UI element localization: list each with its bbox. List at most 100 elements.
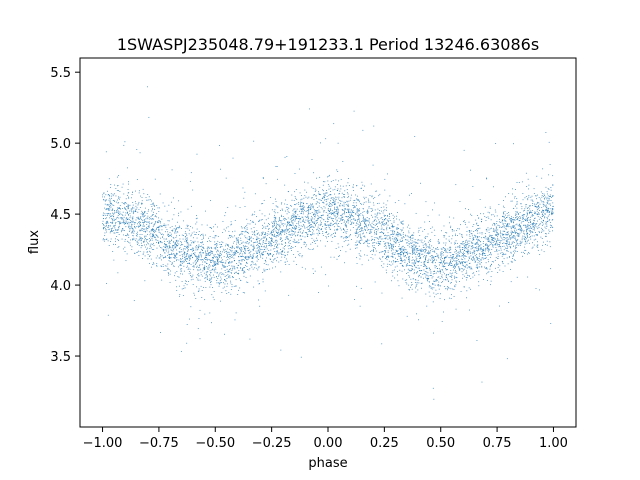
data-point [537,244,539,246]
data-point [517,242,518,244]
data-point [305,219,307,221]
data-point [132,218,134,220]
data-point [513,259,515,261]
data-point [474,244,476,246]
data-point [139,223,141,225]
data-point [224,251,225,253]
data-point [363,242,364,244]
data-point [198,275,200,277]
data-point [154,216,156,217]
data-point [216,256,218,258]
data-point [153,224,155,225]
data-point [262,242,264,243]
data-point [217,260,218,262]
data-point [519,228,521,230]
data-point [424,249,426,250]
data-point [274,241,276,243]
data-point [425,260,427,262]
data-point [502,223,504,225]
data-point [127,219,128,220]
data-point [345,185,347,187]
data-point [291,217,293,219]
data-point [498,249,500,251]
data-point [547,218,548,220]
data-point [538,197,540,198]
data-point [400,251,401,253]
data-point [469,266,470,268]
data-point [421,270,423,272]
data-point [265,183,267,185]
data-point [490,219,492,221]
data-point [192,274,194,276]
data-point [510,246,512,248]
data-point [300,203,301,205]
data-point [551,208,553,210]
data-point [158,227,160,229]
data-point [544,195,545,196]
data-point [293,200,295,201]
data-point [310,209,312,211]
data-point [345,225,347,227]
data-point [251,264,253,266]
data-point [227,226,229,228]
data-point [515,232,517,233]
data-point [175,256,176,257]
data-point [148,221,150,223]
data-point [552,226,554,228]
data-point [313,199,315,200]
data-point [494,238,496,240]
data-point [521,241,523,243]
data-point [351,212,353,214]
data-point [289,245,290,246]
data-point [506,217,508,218]
data-point [518,181,520,183]
data-point [527,219,529,221]
data-point [127,234,128,236]
data-point [252,238,254,240]
data-point [452,235,454,237]
data-point [538,218,540,220]
data-point [202,259,204,261]
data-point [291,233,293,235]
data-point [515,239,517,241]
data-point [294,231,296,233]
data-point [139,230,141,232]
data-point [139,225,141,227]
data-point [458,267,460,269]
data-point [158,211,160,212]
data-point [206,276,208,278]
data-point [537,249,539,251]
data-point [264,233,265,235]
data-point [481,220,482,222]
data-point [144,235,146,237]
data-point [400,249,402,251]
data-point [262,226,264,228]
data-point [373,227,374,229]
data-point [489,266,491,268]
data-point [376,214,378,216]
data-point [480,244,482,246]
data-point [419,249,421,251]
data-point [186,253,188,255]
data-point [317,212,319,214]
data-point [278,234,280,236]
data-point [275,218,277,220]
data-point [281,256,283,258]
data-point [369,231,371,233]
data-point [265,251,267,253]
data-point [303,244,305,245]
data-point [384,235,385,237]
data-point [332,189,334,191]
data-point [398,256,400,257]
data-point [189,258,191,260]
data-point [549,211,550,212]
data-point [247,269,248,270]
data-point [473,257,474,259]
data-point [532,228,534,230]
data-point [504,228,506,230]
data-point [320,142,321,144]
data-point [144,210,146,212]
data-point [176,235,177,237]
data-point [430,271,432,273]
data-point [360,238,362,240]
